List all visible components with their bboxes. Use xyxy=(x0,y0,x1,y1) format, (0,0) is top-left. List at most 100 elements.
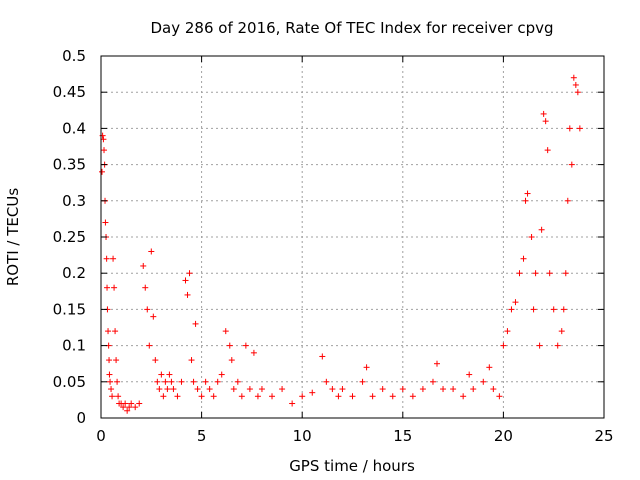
data-point xyxy=(570,74,577,81)
data-point xyxy=(532,270,539,277)
y-tick-label: 0.3 xyxy=(62,192,86,210)
data-point xyxy=(504,328,511,335)
data-point xyxy=(142,284,149,291)
data-point xyxy=(104,284,111,291)
data-point xyxy=(188,357,195,364)
data-point xyxy=(230,386,237,393)
y-tick-label: 0.25 xyxy=(53,228,86,246)
data-point xyxy=(524,190,531,197)
data-point xyxy=(379,386,386,393)
data-point xyxy=(516,270,523,277)
data-point xyxy=(158,371,165,378)
data-point xyxy=(120,404,127,411)
data-point xyxy=(214,378,221,385)
y-tick-label: 0.45 xyxy=(53,83,86,101)
data-point xyxy=(522,197,529,204)
data-point xyxy=(103,255,110,262)
data-point xyxy=(540,110,547,117)
data-point xyxy=(440,386,447,393)
y-tick-label: 0.5 xyxy=(62,47,86,65)
data-point xyxy=(156,386,163,393)
data-point xyxy=(369,393,376,400)
data-point xyxy=(182,277,189,284)
data-point xyxy=(329,386,336,393)
x-tick-label: 15 xyxy=(393,427,412,445)
data-point xyxy=(218,371,225,378)
x-axis-label: GPS time / hours xyxy=(289,457,415,475)
data-point xyxy=(409,393,416,400)
data-point xyxy=(450,386,457,393)
data-point xyxy=(198,393,205,400)
data-point xyxy=(110,255,117,262)
data-point xyxy=(335,393,342,400)
data-point xyxy=(164,386,171,393)
data-point xyxy=(105,328,112,335)
data-point xyxy=(496,393,503,400)
y-tick-label: 0.05 xyxy=(53,373,86,391)
data-point xyxy=(576,125,583,132)
data-point xyxy=(184,291,191,298)
data-point xyxy=(132,404,139,411)
data-point xyxy=(323,378,330,385)
data-point xyxy=(170,386,177,393)
data-point xyxy=(174,393,181,400)
data-point xyxy=(480,378,487,385)
data-point xyxy=(550,306,557,313)
data-point xyxy=(528,234,535,240)
data-point xyxy=(128,400,135,407)
data-point xyxy=(289,400,296,407)
axis-ticks xyxy=(100,55,605,419)
data-point xyxy=(500,342,507,349)
data-point xyxy=(150,313,157,320)
data-point xyxy=(246,386,253,393)
data-point xyxy=(190,378,197,385)
data-point xyxy=(250,349,257,356)
x-tick-label: 0 xyxy=(96,427,106,445)
data-point xyxy=(466,371,473,378)
x-tick-label: 20 xyxy=(494,427,513,445)
data-point xyxy=(560,306,567,313)
data-point xyxy=(106,371,113,378)
data-point xyxy=(228,357,235,364)
data-point xyxy=(234,378,241,385)
y-tick-label: 0 xyxy=(76,409,86,427)
x-tick-labels: 0 5 10 15 20 25 xyxy=(96,427,613,445)
data-point xyxy=(148,248,155,255)
x-tick-label: 25 xyxy=(594,427,613,445)
data-point xyxy=(309,389,316,396)
data-point xyxy=(572,81,579,88)
data-point xyxy=(101,147,108,154)
data-point xyxy=(154,378,161,385)
data-point xyxy=(242,342,249,349)
data-point xyxy=(486,364,493,371)
data-point xyxy=(122,400,129,407)
data-point xyxy=(279,386,286,393)
y-tick-label: 0.35 xyxy=(53,156,86,174)
data-point xyxy=(536,342,543,349)
data-point xyxy=(470,386,477,393)
data-point xyxy=(113,357,120,364)
y-tick-label: 0.2 xyxy=(62,264,86,282)
chart-title: Day 286 of 2016, Rate Of TEC Index for r… xyxy=(151,19,554,37)
data-point xyxy=(202,378,209,385)
data-point xyxy=(319,353,326,360)
data-point xyxy=(99,168,106,175)
data-point xyxy=(168,378,175,385)
data-point xyxy=(564,197,571,204)
data-point xyxy=(210,393,217,400)
data-point xyxy=(238,393,245,400)
data-point xyxy=(434,360,441,367)
data-point xyxy=(114,378,121,385)
data-point xyxy=(258,386,265,393)
data-point xyxy=(568,161,575,168)
data-point xyxy=(512,299,519,306)
data-point xyxy=(419,386,426,393)
data-point xyxy=(530,306,537,313)
data-point xyxy=(136,400,143,407)
x-tick-label: 10 xyxy=(293,427,312,445)
data-point xyxy=(192,320,199,327)
y-tick-labels: 0 0.05 0.1 0.15 0.2 0.25 0.3 0.35 0.4 0.45 0.5 xyxy=(53,47,86,427)
data-point xyxy=(206,386,213,393)
data-point xyxy=(429,378,436,385)
data-point xyxy=(222,328,229,335)
